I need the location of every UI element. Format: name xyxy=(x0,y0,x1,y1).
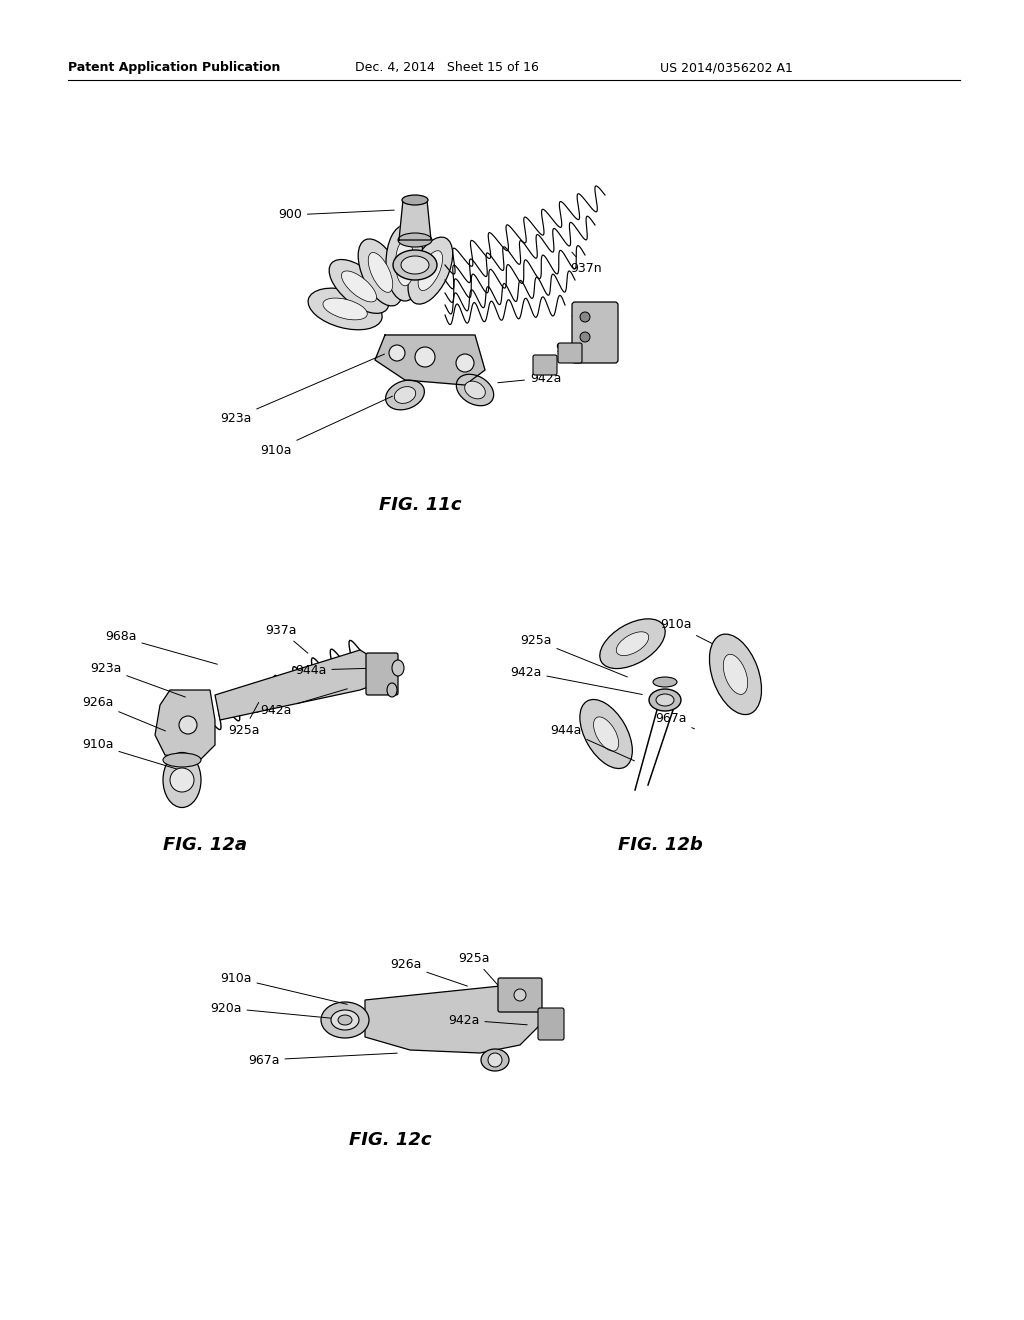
Ellipse shape xyxy=(723,655,748,694)
Text: 920a: 920a xyxy=(210,1002,347,1020)
Circle shape xyxy=(179,715,197,734)
Text: 942a: 942a xyxy=(449,1014,527,1027)
Text: 900: 900 xyxy=(278,209,394,222)
Circle shape xyxy=(580,333,590,342)
Ellipse shape xyxy=(163,752,201,808)
Text: 967a: 967a xyxy=(655,711,694,729)
Text: 967a: 967a xyxy=(248,1053,397,1067)
Polygon shape xyxy=(365,985,545,1053)
Text: 910a: 910a xyxy=(260,396,392,457)
FancyBboxPatch shape xyxy=(572,302,618,363)
Circle shape xyxy=(170,768,194,792)
Ellipse shape xyxy=(457,375,494,405)
Ellipse shape xyxy=(321,1002,369,1038)
Ellipse shape xyxy=(401,256,429,275)
Ellipse shape xyxy=(398,234,432,247)
Polygon shape xyxy=(375,335,485,385)
Text: 926a: 926a xyxy=(82,697,166,731)
Ellipse shape xyxy=(656,694,674,706)
Ellipse shape xyxy=(418,251,442,290)
Ellipse shape xyxy=(329,260,389,313)
Ellipse shape xyxy=(710,634,762,714)
Ellipse shape xyxy=(386,224,424,301)
Circle shape xyxy=(514,989,526,1001)
Text: 937a: 937a xyxy=(265,623,308,653)
Text: 942a: 942a xyxy=(498,371,561,384)
FancyBboxPatch shape xyxy=(498,978,542,1012)
Text: 944a: 944a xyxy=(570,312,601,330)
Ellipse shape xyxy=(594,717,618,751)
Ellipse shape xyxy=(386,380,424,409)
Text: FIG. 12a: FIG. 12a xyxy=(163,836,247,854)
Ellipse shape xyxy=(481,1049,509,1071)
Ellipse shape xyxy=(394,387,416,404)
Text: 925a: 925a xyxy=(548,342,587,356)
Circle shape xyxy=(580,312,590,322)
Text: 923a: 923a xyxy=(90,661,185,697)
Text: Dec. 4, 2014   Sheet 15 of 16: Dec. 4, 2014 Sheet 15 of 16 xyxy=(355,62,539,74)
Text: 944a: 944a xyxy=(295,664,377,676)
FancyBboxPatch shape xyxy=(366,653,398,696)
Text: FIG. 12b: FIG. 12b xyxy=(617,836,702,854)
FancyBboxPatch shape xyxy=(538,1008,564,1040)
Ellipse shape xyxy=(465,381,485,399)
Ellipse shape xyxy=(395,240,415,286)
Circle shape xyxy=(488,1053,502,1067)
Circle shape xyxy=(389,345,406,360)
Ellipse shape xyxy=(308,288,382,330)
Ellipse shape xyxy=(323,298,368,319)
Polygon shape xyxy=(215,649,388,719)
Ellipse shape xyxy=(649,689,681,711)
Ellipse shape xyxy=(393,249,437,280)
Text: 910a: 910a xyxy=(82,738,177,770)
Ellipse shape xyxy=(163,752,201,767)
Ellipse shape xyxy=(653,677,677,686)
Ellipse shape xyxy=(342,271,377,302)
Text: 942a: 942a xyxy=(260,689,347,717)
Text: 910a: 910a xyxy=(660,619,713,644)
Text: 925a: 925a xyxy=(228,702,259,737)
Polygon shape xyxy=(155,690,215,760)
Text: 942a: 942a xyxy=(510,665,642,694)
Text: 910a: 910a xyxy=(220,972,347,1005)
Text: US 2014/0356202 A1: US 2014/0356202 A1 xyxy=(660,62,793,74)
Text: 923a: 923a xyxy=(220,354,384,425)
Ellipse shape xyxy=(392,660,404,676)
Ellipse shape xyxy=(387,682,397,697)
Ellipse shape xyxy=(600,619,666,668)
Text: Patent Application Publication: Patent Application Publication xyxy=(68,62,281,74)
Ellipse shape xyxy=(616,632,649,656)
Ellipse shape xyxy=(369,252,393,292)
Ellipse shape xyxy=(402,195,428,205)
Ellipse shape xyxy=(580,700,633,768)
Circle shape xyxy=(456,354,474,372)
Text: 937n: 937n xyxy=(570,252,602,275)
Circle shape xyxy=(415,347,435,367)
Ellipse shape xyxy=(338,1015,352,1026)
Ellipse shape xyxy=(358,239,402,306)
Polygon shape xyxy=(399,201,431,240)
Text: FIG. 11c: FIG. 11c xyxy=(379,496,461,513)
Ellipse shape xyxy=(331,1010,359,1030)
Text: 926a: 926a xyxy=(390,958,467,986)
FancyBboxPatch shape xyxy=(558,343,582,363)
Text: 968a: 968a xyxy=(105,631,217,664)
FancyBboxPatch shape xyxy=(534,355,557,375)
Text: 944a: 944a xyxy=(550,723,635,760)
Ellipse shape xyxy=(408,238,453,304)
Text: FIG. 12c: FIG. 12c xyxy=(349,1131,431,1148)
Text: 925a: 925a xyxy=(520,634,628,677)
Text: 925a: 925a xyxy=(458,952,503,991)
